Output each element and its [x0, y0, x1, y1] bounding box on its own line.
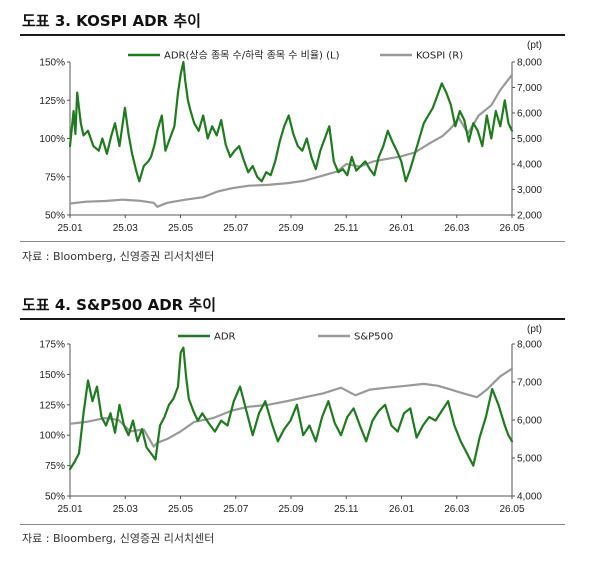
y-left-tick-label: 125% — [39, 96, 65, 107]
y-right-tick-label: 5,000 — [517, 454, 542, 465]
y-left-tick-label: 125% — [39, 400, 65, 411]
series-line-0 — [68, 60, 514, 183]
x-tick-label: 25.01 — [57, 223, 82, 234]
y-right-tick-label: 4,000 — [517, 492, 542, 503]
series-line-1 — [68, 73, 514, 208]
title-rule — [20, 34, 565, 36]
y-right-unit: (pt) — [527, 324, 542, 335]
y-left-tick-label: 150% — [39, 370, 65, 381]
title-rule — [20, 318, 565, 320]
figure-source: 자료 : Bloomberg, 신영증권 리서치센터 — [22, 532, 215, 545]
source-rule — [20, 524, 565, 525]
x-tick-label: 25.09 — [278, 223, 303, 234]
legend-label-1: S&P500 — [354, 332, 393, 343]
x-tick-label: 25.09 — [278, 504, 303, 515]
x-tick-label: 25.01 — [57, 504, 82, 515]
legend-label-1: KOSPI (R) — [416, 51, 463, 62]
x-tick-label: 25.11 — [334, 223, 359, 234]
x-tick-label: 26.03 — [444, 223, 469, 234]
y-right-unit: (pt) — [527, 40, 542, 51]
y-right-tick-label: 5,000 — [517, 134, 542, 145]
x-tick-label: 26.05 — [499, 223, 524, 234]
kospi-adr-chart: 50% 75% 100% 125% 150% 2,000 3,000 4,000 5,000 6,… — [39, 40, 542, 234]
y-right-tick-label: 8,000 — [517, 58, 542, 69]
y-left-tick-label: 75% — [45, 172, 65, 183]
y-left-tick-label: 150% — [39, 58, 65, 69]
y-left-tick-label: 175% — [39, 340, 65, 351]
source-rule — [20, 241, 565, 242]
y-left-tick-label: 100% — [39, 431, 65, 442]
legend-label-0: ADR — [214, 332, 236, 343]
y-right-tick-label: 7,000 — [517, 378, 542, 389]
y-right-tick-label: 7,000 — [517, 83, 542, 94]
y-left-tick-label: 50% — [45, 211, 65, 222]
figure-title: 도표 3. KOSPI ADR 추이 — [22, 12, 201, 30]
figure-title: 도표 4. S&P500 ADR 추이 — [22, 296, 217, 314]
x-tick-label: 25.07 — [223, 504, 248, 515]
x-tick-label: 25.07 — [223, 223, 248, 234]
x-tick-label: 25.03 — [113, 223, 138, 234]
x-tick-label: 25.03 — [113, 504, 138, 515]
y-right-tick-label: 4,000 — [517, 160, 542, 171]
y-right-tick-label: 3,000 — [517, 185, 542, 196]
x-tick-label: 26.03 — [444, 504, 469, 515]
x-tick-label: 26.01 — [389, 504, 414, 515]
series-line-1 — [68, 367, 514, 448]
series-line-0 — [68, 346, 514, 471]
y-right-tick-label: 2,000 — [517, 211, 542, 222]
x-tick-label: 25.05 — [168, 504, 193, 515]
x-tick-label: 25.11 — [334, 504, 359, 515]
x-tick-label: 26.05 — [499, 504, 524, 515]
y-right-tick-label: 6,000 — [517, 109, 542, 120]
y-left-tick-label: 75% — [45, 461, 65, 472]
sp500-adr-chart: 50% 75% 100% 125% 150% 175% 4,000 5,000 6,000 7,0… — [39, 324, 542, 515]
y-right-tick-label: 6,000 — [517, 416, 542, 427]
x-tick-label: 25.05 — [168, 223, 193, 234]
figure-source: 자료 : Bloomberg, 신영증권 리서치센터 — [22, 250, 215, 263]
legend-label-0: ADR(상승 종목 수/하락 종목 수 비율) (L) — [164, 49, 340, 62]
x-tick-label: 26.01 — [389, 223, 414, 234]
y-left-tick-label: 50% — [45, 492, 65, 503]
y-left-tick-label: 100% — [39, 134, 65, 145]
y-right-tick-label: 8,000 — [517, 340, 542, 351]
